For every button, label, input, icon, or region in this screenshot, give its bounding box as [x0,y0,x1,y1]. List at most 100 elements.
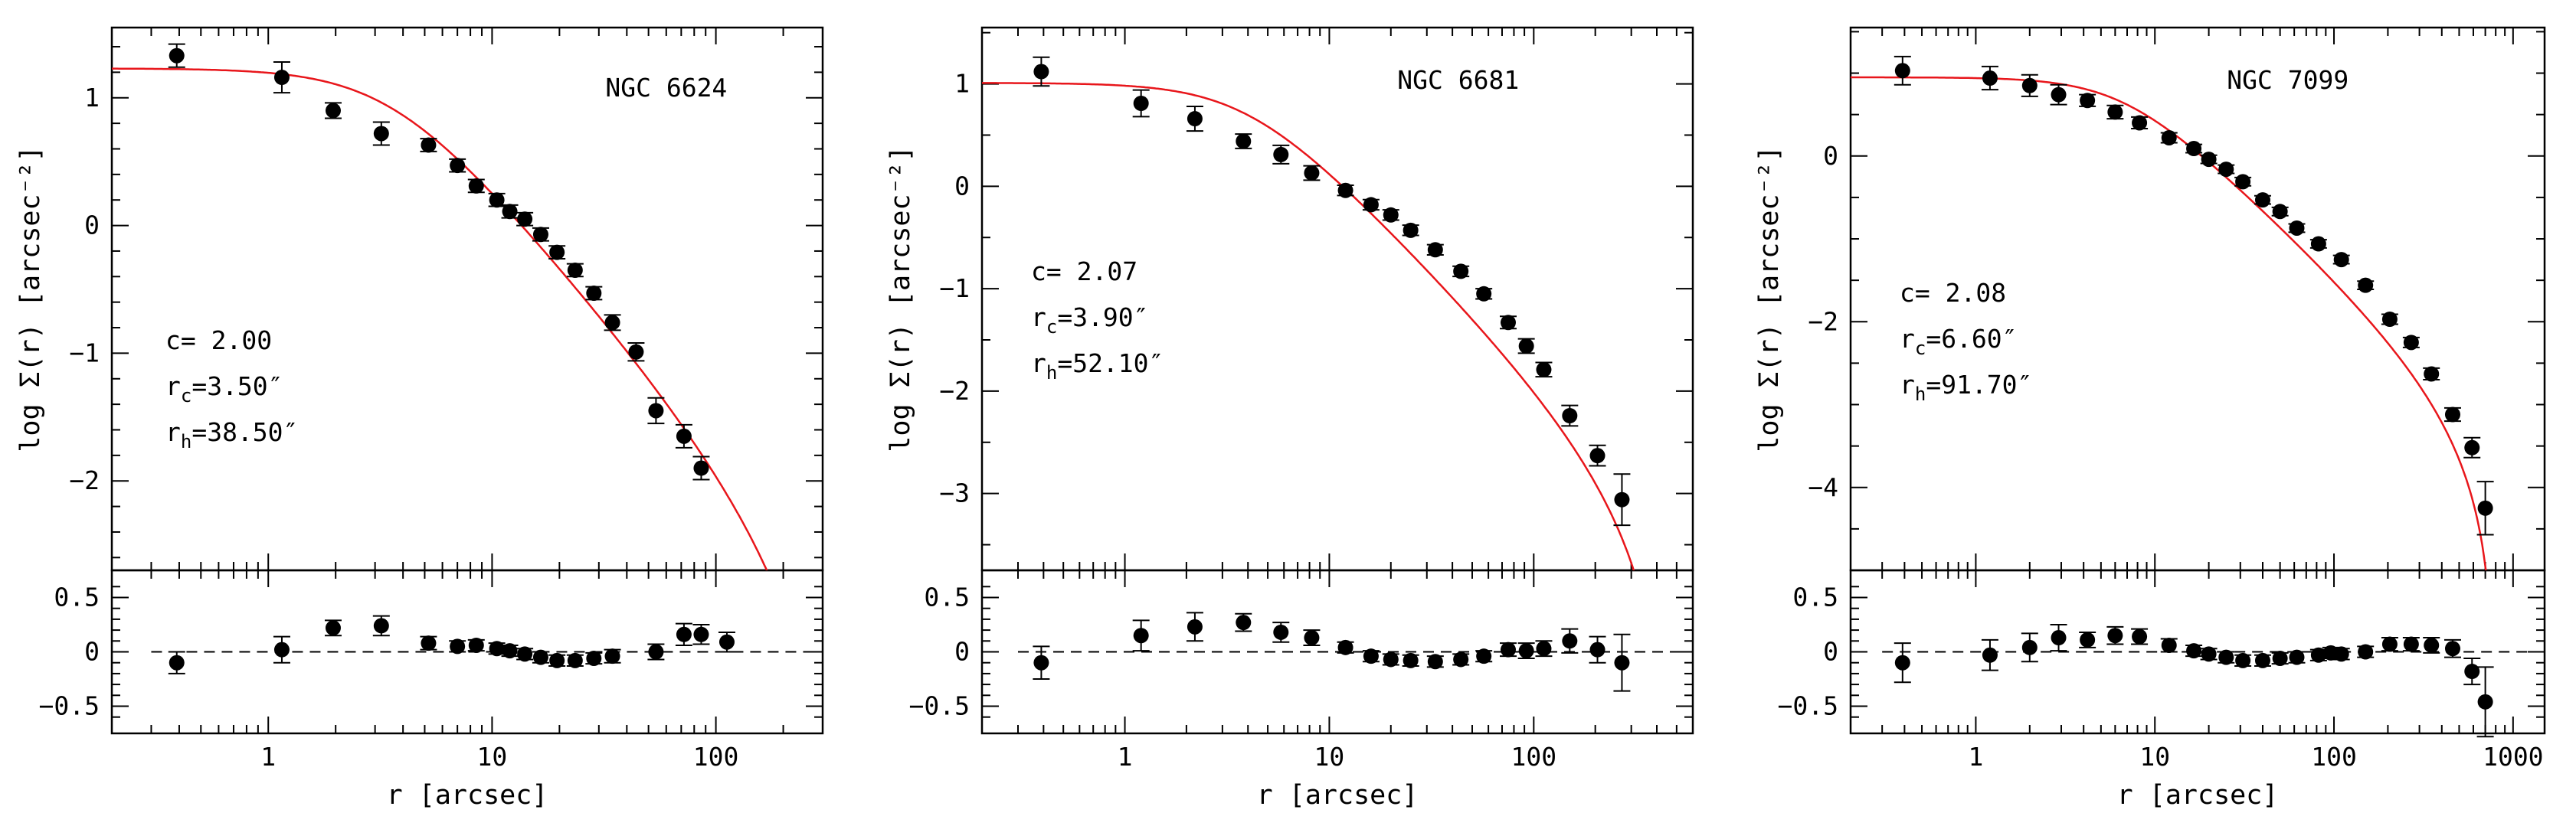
res-y-tick-label: 0.5 [924,583,970,612]
data-point [1033,64,1049,80]
y-tick-label: 0 [1823,141,1838,171]
param-rc-value: =6.60″ [1926,324,2017,354]
y-tick-label: −1 [69,338,100,367]
residual-point [1894,655,1910,671]
residual-point [2358,644,2374,660]
x-tick-label: 1 [1118,742,1133,772]
param-rc-subscript: c [1046,316,1057,338]
data-point [502,204,518,220]
x-axis-title: r [arcsec] [387,780,548,811]
param-rh: rh=38.50″ [165,417,298,452]
top-plot-frame [980,26,1694,572]
residual-point [2403,636,2419,652]
residual-point [1133,628,1149,644]
y-axis-title: log Σ(r) [arcsec⁻²] [885,145,916,452]
residual-point [2021,639,2038,655]
y-tick-label: −2 [1808,306,1838,336]
residual-point [1562,633,1578,649]
residual-point [604,648,620,664]
residual-point [1337,639,1353,655]
data-point [2107,104,2123,120]
data-point [1589,448,1605,464]
residual-point [2477,694,2493,710]
data-point [373,126,389,142]
data-point [1363,197,1379,213]
res-y-tick-label: 0.5 [54,583,100,612]
data-point [1273,146,1289,162]
residual-point [2289,649,2305,665]
param-rc-value: =3.50″ [191,371,283,401]
residual-point [2201,646,2217,662]
residual-point [693,626,709,642]
param-rc: rc=3.50″ [165,371,283,406]
data-point [2254,192,2270,208]
data-point [2272,204,2288,220]
res-y-tick-label: 0 [1823,637,1838,667]
res-y-tick-label: −0.5 [39,691,100,721]
y-tick-label: 1 [84,83,100,113]
data-point [567,262,583,278]
residual-point [1363,648,1379,664]
x-tick-label: 10 [477,742,508,772]
param-rh: rh=52.10″ [1031,348,1164,384]
y-tick-label: 0 [84,211,100,240]
param-c: c= 2.07 [1031,256,1137,286]
x-axis-title: r [arcsec] [2117,780,2279,811]
residual-point [1518,643,1534,659]
king-fit-curve [982,82,1635,570]
res-y-tick-label: 0 [84,637,100,667]
residual-point [567,652,583,668]
residual-point [1500,642,1516,658]
y-tick-label: −4 [1808,472,1838,502]
residual-point [1033,655,1049,671]
residual-point [468,637,484,653]
y-tick-label: −2 [69,465,100,495]
data-point [648,403,664,419]
y-axis-title: log Σ(r) [arcsec⁻²] [1754,145,1785,452]
residual-point [2235,652,2251,668]
data-point [1982,70,1998,87]
x-tick-label: 10 [2139,742,2170,772]
param-rh-symbol: r [1900,370,1915,400]
y-axis-title: log Σ(r) [arcsec⁻²] [15,145,46,452]
data-point [2444,406,2460,423]
residual-point [1982,647,1998,663]
data-point [2186,141,2202,157]
y-tick-label: −1 [939,273,970,303]
x-tick-label: 1000 [2483,742,2543,772]
data-point [468,178,484,194]
residual-point [1187,619,1203,635]
data-point [604,315,620,331]
residual-point [2333,646,2349,662]
x-tick-label: 10 [1314,742,1345,772]
residual-point [1536,641,1552,657]
residual-point [2218,649,2234,665]
residual-point [586,651,602,667]
residual-point [2132,628,2148,645]
data-point [1187,111,1203,127]
data-point [628,344,644,360]
data-point [1500,315,1516,331]
data-point [2161,129,2177,145]
residual-point [2464,664,2480,680]
data-point [489,192,505,208]
residual-point [1427,654,1443,670]
data-point [2201,152,2217,168]
panel-2: 1 10 100 −3 −2 −1 0 1 −0.5 0 0.5 r [arcsec] log Σ(r)… [885,26,1694,811]
data-point [1236,133,1252,149]
residual-point [1403,652,1419,668]
residual-point [489,641,505,657]
residual-point [1304,630,1320,646]
panel-1: 1 10 100 −2 −1 0 1 −0.5 0 0.5 r [arcsec] log Σ(r) [… [15,26,824,811]
data-point [2381,312,2398,328]
res-y-tick-label: −0.5 [909,691,970,721]
residual-point [549,652,565,668]
residual-point [502,643,518,659]
data-point [2289,220,2305,236]
residual-point [1236,615,1252,631]
param-c: c= 2.00 [165,325,272,355]
y-tick-label: 1 [954,69,970,99]
residual-point [1383,651,1399,668]
residual-point [2186,643,2202,659]
